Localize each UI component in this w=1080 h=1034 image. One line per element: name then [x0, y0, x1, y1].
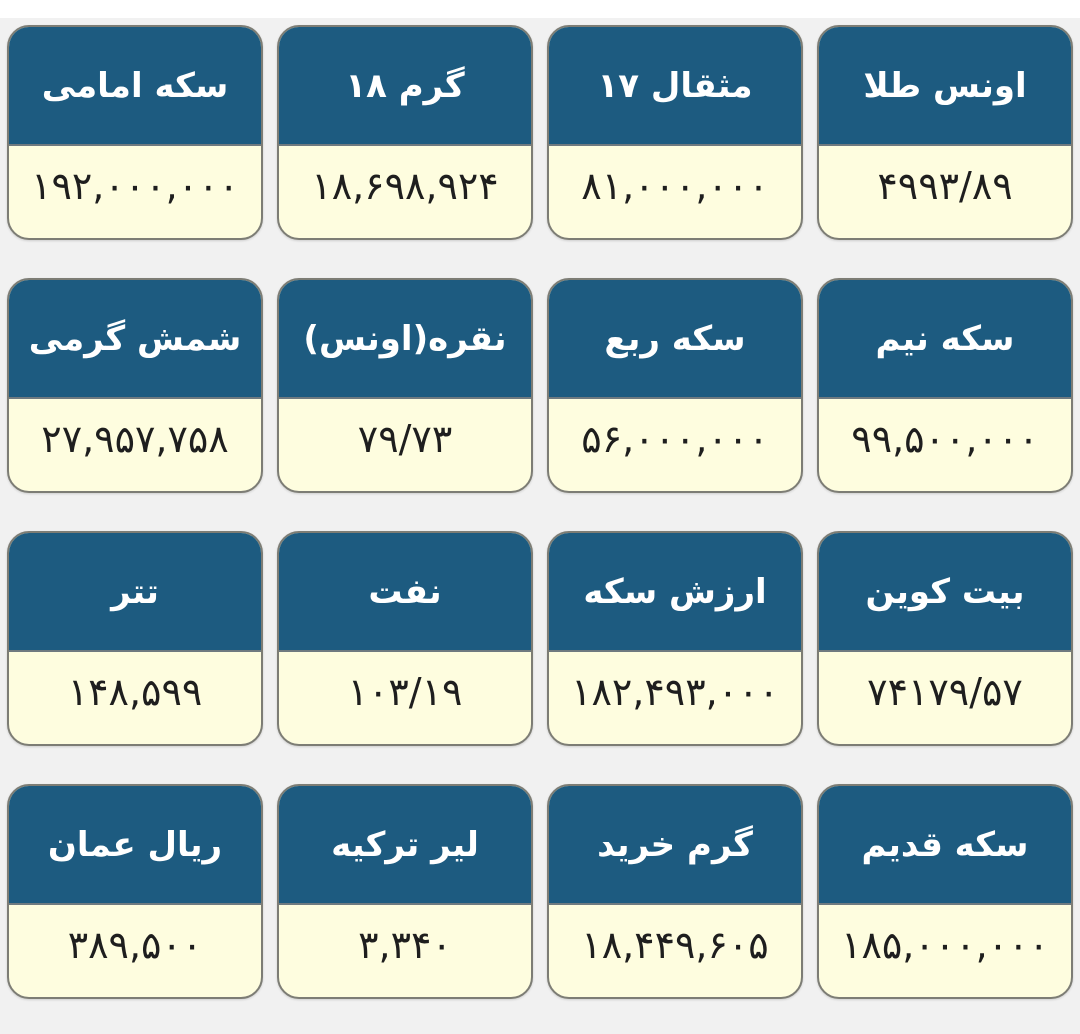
price-card-value: ۸۱,۰۰۰,۰۰۰	[581, 164, 769, 208]
price-card-label: گرم ۱۸	[279, 27, 531, 146]
price-card: ارزش سکه ۱۸۲,۴۹۳,۰۰۰	[547, 531, 803, 746]
price-card: ریال عمان ۳۸۹,۵۰۰	[7, 784, 263, 999]
price-card-value-box: ۵۶,۰۰۰,۰۰۰	[549, 399, 801, 491]
price-card-value-box: ۹۹,۵۰۰,۰۰۰	[819, 399, 1071, 491]
price-card-label: نقره(اونس)	[279, 280, 531, 399]
price-card-value: ۱۹۲,۰۰۰,۰۰۰	[31, 164, 239, 208]
price-card: شمش گرمی ۲۷,۹۵۷,۷۵۸	[7, 278, 263, 493]
price-card-value: ۴۹۹۳/۸۹	[877, 164, 1013, 208]
price-card-label: سکه قدیم	[819, 786, 1071, 905]
price-card-label: شمش گرمی	[9, 280, 261, 399]
price-card-label: بیت کوین	[819, 533, 1071, 652]
price-card-label: مثقال ۱۷	[549, 27, 801, 146]
price-card-value-box: ۱۸۲,۴۹۳,۰۰۰	[549, 652, 801, 744]
price-card-value-box: ۱۸,۶۹۸,۹۲۴	[279, 146, 531, 238]
price-card-value: ۵۶,۰۰۰,۰۰۰	[581, 417, 769, 461]
price-card-label: سکه امامی	[9, 27, 261, 146]
price-card-value: ۱۴۸,۵۹۹	[67, 670, 203, 714]
price-card-label: سکه نیم	[819, 280, 1071, 399]
price-card-label: سکه ربع	[549, 280, 801, 399]
price-card-value-box: ۷۹/۷۳	[279, 399, 531, 491]
price-card: نفت ۱۰۳/۱۹	[277, 531, 533, 746]
price-card-value: ۲۷,۹۵۷,۷۵۸	[41, 417, 229, 461]
price-card: اونس طلا ۴۹۹۳/۸۹	[817, 25, 1073, 240]
price-card-value: ۷۹/۷۳	[357, 417, 453, 461]
price-card-label: اونس طلا	[819, 27, 1071, 146]
price-card-value: ۱۸,۶۹۸,۹۲۴	[311, 164, 499, 208]
price-card-value: ۳,۳۴۰	[358, 923, 452, 967]
price-card-value-box: ۱۸۵,۰۰۰,۰۰۰	[819, 905, 1071, 997]
price-card-label: تتر	[9, 533, 261, 652]
price-card: گرم خرید ۱۸,۴۴۹,۶۰۵	[547, 784, 803, 999]
price-card: بیت کوین ۷۴۱۷۹/۵۷	[817, 531, 1073, 746]
price-card-value-box: ۳۸۹,۵۰۰	[9, 905, 261, 997]
price-card-value-box: ۱۴۸,۵۹۹	[9, 652, 261, 744]
top-band	[0, 0, 1080, 18]
price-card-value: ۱۸۵,۰۰۰,۰۰۰	[841, 923, 1049, 967]
price-card-label: ارزش سکه	[549, 533, 801, 652]
price-card: سکه امامی ۱۹۲,۰۰۰,۰۰۰	[7, 25, 263, 240]
price-grid: اونس طلا ۴۹۹۳/۸۹ مثقال ۱۷ ۸۱,۰۰۰,۰۰۰ گرم ۱۸ ۱…	[7, 25, 1073, 999]
price-card-value-box: ۱۰۳/۱۹	[279, 652, 531, 744]
price-card: سکه نیم ۹۹,۵۰۰,۰۰۰	[817, 278, 1073, 493]
price-card-value: ۱۰۳/۱۹	[347, 670, 463, 714]
price-card-label: گرم خرید	[549, 786, 801, 905]
price-card: تتر ۱۴۸,۵۹۹	[7, 531, 263, 746]
price-card-label: نفت	[279, 533, 531, 652]
price-card-value-box: ۳,۳۴۰	[279, 905, 531, 997]
price-card-label: ریال عمان	[9, 786, 261, 905]
price-card-value: ۹۹,۵۰۰,۰۰۰	[851, 417, 1039, 461]
price-card-value-box: ۷۴۱۷۹/۵۷	[819, 652, 1071, 744]
price-card-value: ۳۸۹,۵۰۰	[67, 923, 203, 967]
price-card-label: لیر ترکیه	[279, 786, 531, 905]
price-card: سکه ربع ۵۶,۰۰۰,۰۰۰	[547, 278, 803, 493]
price-card: مثقال ۱۷ ۸۱,۰۰۰,۰۰۰	[547, 25, 803, 240]
price-card-value-box: ۱۹۲,۰۰۰,۰۰۰	[9, 146, 261, 238]
price-card-value-box: ۸۱,۰۰۰,۰۰۰	[549, 146, 801, 238]
price-card-value-box: ۴۹۹۳/۸۹	[819, 146, 1071, 238]
price-card: سکه قدیم ۱۸۵,۰۰۰,۰۰۰	[817, 784, 1073, 999]
price-card-value: ۱۸۲,۴۹۳,۰۰۰	[571, 670, 779, 714]
price-card-value: ۱۸,۴۴۹,۶۰۵	[581, 923, 769, 967]
price-card-value-box: ۲۷,۹۵۷,۷۵۸	[9, 399, 261, 491]
price-card-value-box: ۱۸,۴۴۹,۶۰۵	[549, 905, 801, 997]
price-card: نقره(اونس) ۷۹/۷۳	[277, 278, 533, 493]
price-card-value: ۷۴۱۷۹/۵۷	[867, 670, 1023, 714]
price-card: گرم ۱۸ ۱۸,۶۹۸,۹۲۴	[277, 25, 533, 240]
price-card: لیر ترکیه ۳,۳۴۰	[277, 784, 533, 999]
